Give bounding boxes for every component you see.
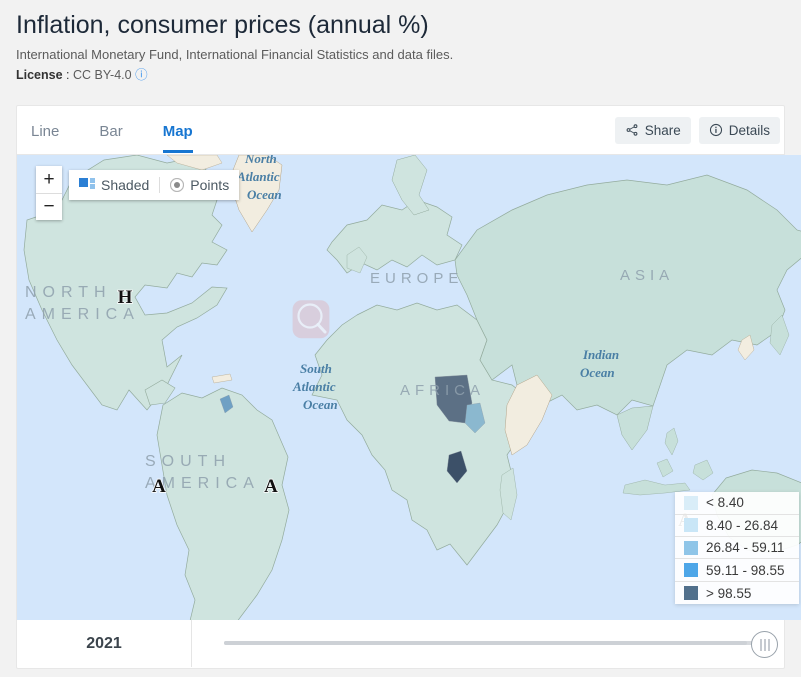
svg-text:Atlantic: Atlantic [236, 169, 280, 184]
svg-text:Ocean: Ocean [580, 365, 615, 380]
svg-text:AFRICA: AFRICA [400, 382, 485, 399]
svg-text:ASIA: ASIA [620, 267, 674, 284]
svg-text:Ocean: Ocean [247, 187, 282, 202]
svg-text:A: A [264, 476, 278, 497]
svg-text:North: North [244, 155, 277, 166]
svg-text:NORTH: NORTH [25, 284, 112, 301]
svg-text:A: A [152, 476, 166, 497]
svg-text:SOUTH: SOUTH [145, 453, 231, 470]
svg-text:AMERICA: AMERICA [25, 306, 140, 323]
svg-text:Atlantic: Atlantic [292, 379, 336, 394]
svg-text:South: South [300, 361, 332, 376]
svg-text:EUROPE: EUROPE [370, 270, 463, 287]
svg-text:H: H [118, 287, 133, 308]
svg-text:Indian: Indian [582, 347, 619, 362]
svg-text:Ocean: Ocean [303, 397, 338, 412]
